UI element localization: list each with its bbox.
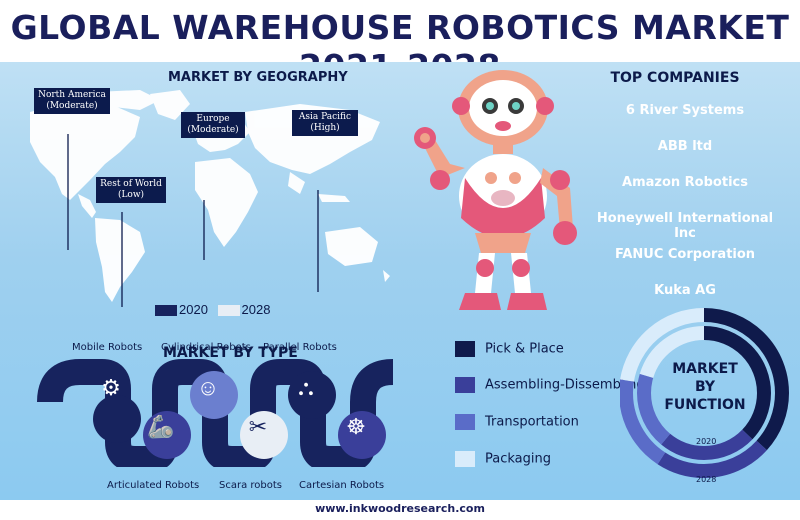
- robot-type-label: Parallel Robots: [263, 342, 337, 353]
- type-title: MARKET BY TYPE: [163, 345, 298, 361]
- region-level: (High): [310, 123, 340, 133]
- region-asia-pacific: Asia Pacific (High): [292, 110, 358, 136]
- function-item: Transportation: [455, 414, 579, 430]
- legend-swatch-2028: [217, 305, 240, 317]
- function-swatch: [455, 341, 475, 357]
- articulated-robot-icon: 🦾: [147, 414, 175, 439]
- company-item: 6 River Systems: [625, 103, 745, 118]
- company-item: Amazon Robotics: [622, 175, 748, 190]
- function-label: Pick & Place: [485, 341, 564, 357]
- function-label: Assembling-Dissembling: [485, 377, 645, 393]
- robot-type-label: Cylindrical Robots: [161, 342, 251, 353]
- function-title-line: MARKET: [672, 361, 738, 377]
- ring-label-2028: 2028: [696, 475, 717, 484]
- cartesian-robot-icon: ☸: [346, 414, 366, 439]
- content-panel: MARKET BY GEOGRAPHY: [0, 62, 800, 500]
- robot-type-label: Scara robots: [219, 480, 282, 491]
- function-rings: [620, 308, 789, 478]
- region-name: Europe: [196, 114, 230, 124]
- scara-robot-icon: ✂: [248, 414, 268, 439]
- region-level: (Low): [117, 190, 145, 200]
- robot-type-label: Articulated Robots: [107, 480, 200, 491]
- function-label: Transportation: [485, 414, 579, 430]
- company-item: Honeywell International Inc: [596, 211, 774, 241]
- type-pipeline: [37, 359, 394, 467]
- robot-illustration: [414, 70, 577, 310]
- company-item: Kuka AG: [654, 283, 716, 298]
- region-name: Asia Pacific: [298, 112, 352, 122]
- function-swatch: [455, 377, 475, 393]
- region-level: (Moderate): [187, 125, 239, 135]
- function-title-line: BY: [694, 379, 716, 395]
- region-rest-of-world: Rest of World (Low): [96, 177, 166, 203]
- function-item: Pick & Place: [455, 341, 564, 357]
- company-item: ABB ltd: [657, 139, 713, 154]
- company-item: FANUC Corporation: [614, 247, 756, 262]
- type-legend: 2020 2028: [155, 302, 270, 317]
- region-name: Rest of World: [100, 179, 162, 189]
- robot-type-label: Mobile Robots: [72, 342, 143, 353]
- mobile-robot-icon: ⚙: [101, 375, 121, 400]
- header: GLOBAL WAREHOUSE ROBOTICS MARKET 2021-20…: [0, 0, 800, 86]
- region-north-america: North America (Moderate): [34, 88, 110, 114]
- region-name: North America: [38, 90, 106, 100]
- legend-label: 2020: [179, 302, 208, 317]
- website-link[interactable]: www.inkwoodresearch.com: [315, 502, 485, 515]
- ring-label-2020: 2020: [696, 437, 717, 446]
- function-label: Packaging: [485, 451, 551, 467]
- robot-type-label: Cartesian Robots: [299, 480, 385, 491]
- function-item: Assembling-Dissembling: [455, 377, 645, 393]
- function-title-line: FUNCTION: [664, 397, 746, 413]
- parallel-robot-icon: ⛬: [298, 375, 314, 400]
- legend-label: 2028: [241, 302, 271, 317]
- companies-title: TOP COMPANIES: [610, 70, 740, 86]
- cylindrical-robot-icon: ☺: [196, 375, 220, 400]
- legend-swatch-2020: [155, 305, 177, 317]
- function-item: Packaging: [455, 451, 551, 467]
- footer: [0, 500, 800, 520]
- function-title: MARKET BY FUNCTION: [664, 360, 746, 414]
- function-swatch: [455, 414, 475, 430]
- geography-title: MARKET BY GEOGRAPHY: [168, 70, 348, 85]
- function-swatch: [455, 451, 475, 467]
- region-level: (Moderate): [46, 101, 98, 111]
- region-europe: Europe (Moderate): [181, 112, 245, 138]
